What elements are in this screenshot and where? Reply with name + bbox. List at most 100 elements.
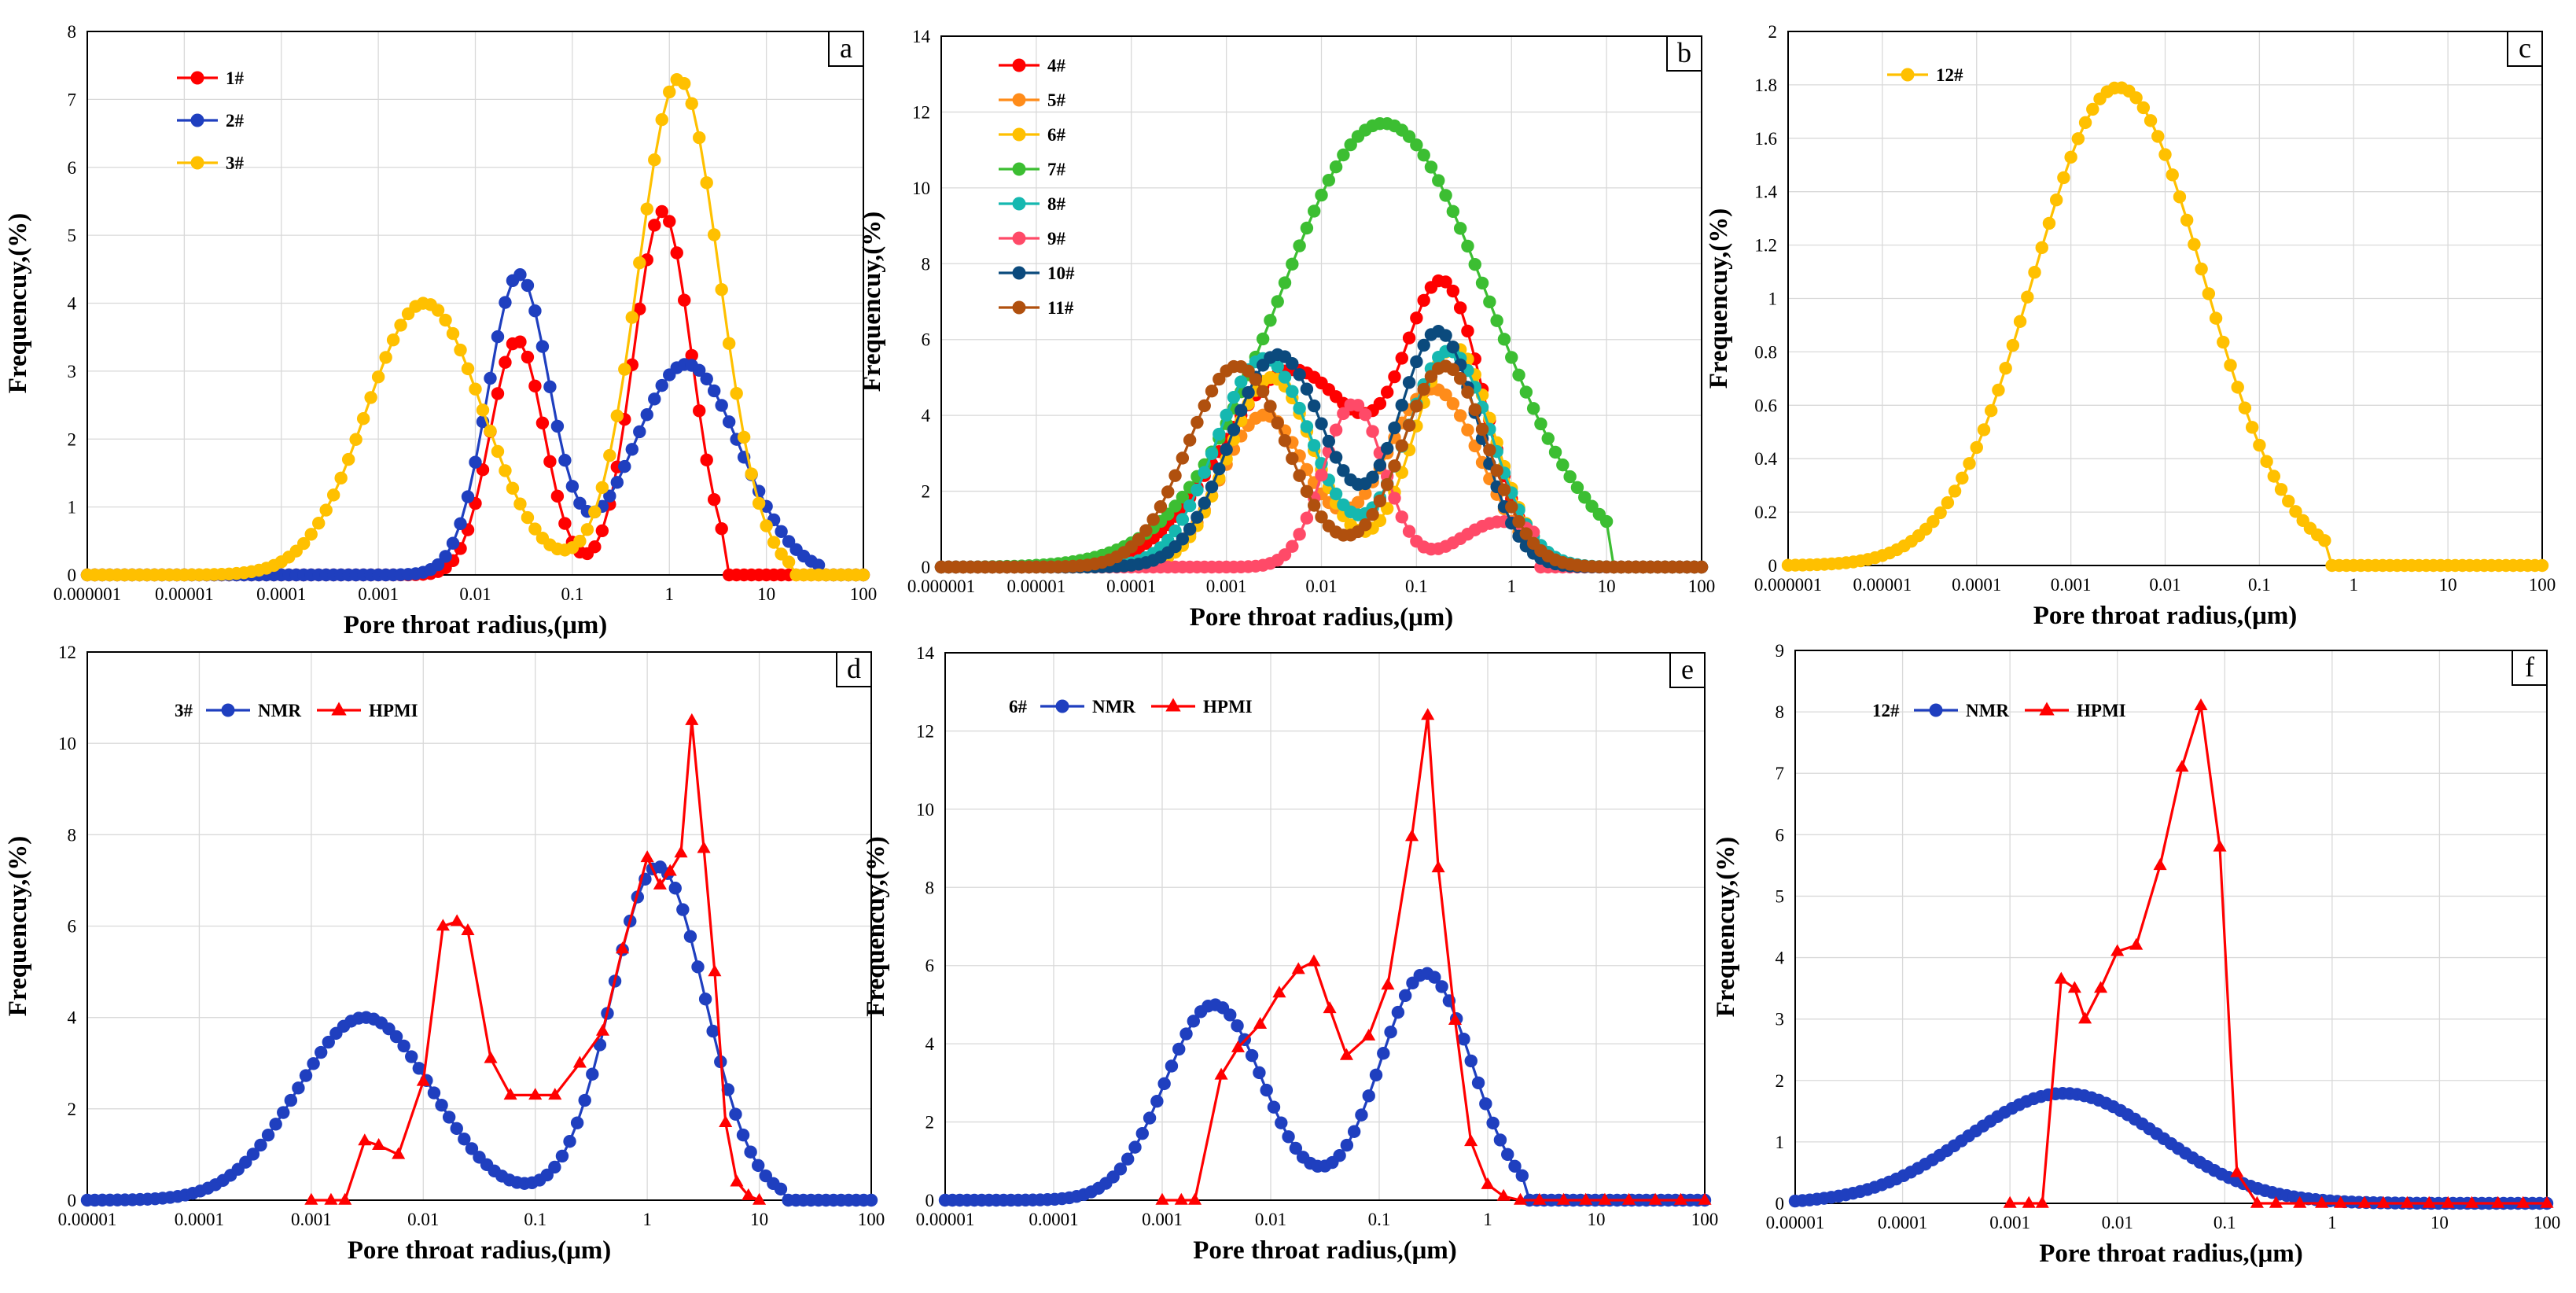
x-tick-label: 0.01 bbox=[407, 1210, 439, 1229]
series-12# bbox=[1781, 81, 2549, 573]
data-point bbox=[1231, 1040, 1246, 1052]
x-axis-title: Pore throat radius,(μm) bbox=[348, 1236, 612, 1265]
data-point bbox=[1373, 396, 1387, 411]
data-point bbox=[1395, 510, 1408, 524]
data-point bbox=[2400, 1195, 2414, 1208]
data-point bbox=[633, 302, 646, 316]
x-tick-label: 100 bbox=[858, 1210, 885, 1229]
data-point bbox=[1934, 506, 1947, 520]
series-3# bbox=[80, 72, 870, 582]
data-point bbox=[1384, 1025, 1397, 1039]
data-point bbox=[2293, 1195, 2307, 1208]
data-point bbox=[752, 496, 766, 510]
chart-panel-f: 0.00001 0.0001 0.001 0.01 0.1 1 10 100 0 1 2 3 4 5 6 7 8… bbox=[1712, 641, 2560, 1268]
data-point bbox=[722, 337, 736, 350]
x-tick-label: 100 bbox=[1691, 1210, 1719, 1229]
y-tick-label: 14 bbox=[916, 643, 935, 663]
data-point bbox=[722, 415, 736, 429]
data-point bbox=[2086, 102, 2099, 116]
data-point bbox=[707, 384, 721, 398]
data-point bbox=[1453, 409, 1467, 422]
data-point bbox=[491, 387, 505, 400]
legend-marker bbox=[1012, 127, 1026, 142]
data-point bbox=[1481, 1177, 1495, 1189]
data-point bbox=[1190, 483, 1204, 497]
data-point bbox=[580, 523, 594, 536]
data-point bbox=[1373, 494, 1387, 508]
data-point bbox=[1359, 408, 1372, 422]
data-point bbox=[729, 1107, 742, 1121]
data-point bbox=[2213, 839, 2227, 852]
x-tick-label: 0.0001 bbox=[1106, 577, 1156, 596]
data-point bbox=[1351, 399, 1365, 412]
x-tick-label: 0.00001 bbox=[1007, 577, 1066, 596]
data-point bbox=[2209, 311, 2223, 325]
data-point bbox=[1468, 258, 1481, 271]
data-point bbox=[2021, 290, 2034, 304]
data-point bbox=[1253, 1017, 1268, 1029]
legend-marker bbox=[1012, 197, 1026, 211]
data-point bbox=[2064, 150, 2077, 164]
data-point bbox=[1457, 1033, 1470, 1046]
data-point bbox=[730, 386, 743, 400]
data-point bbox=[1505, 500, 1518, 514]
data-point bbox=[1308, 399, 1321, 413]
data-point bbox=[625, 443, 638, 456]
y-tick-label: 8 bbox=[922, 254, 931, 274]
data-point bbox=[737, 430, 751, 444]
plot-frame bbox=[86, 651, 872, 1201]
data-point bbox=[603, 489, 616, 503]
data-point bbox=[461, 490, 475, 503]
data-point bbox=[1548, 445, 1562, 459]
y-tick-label: 5 bbox=[1776, 886, 1785, 906]
data-point bbox=[603, 448, 616, 462]
data-point bbox=[1526, 402, 1540, 415]
data-point bbox=[528, 1088, 543, 1100]
data-point bbox=[543, 380, 557, 394]
data-point bbox=[2175, 760, 2189, 772]
data-point bbox=[397, 1039, 410, 1053]
data-point bbox=[1578, 491, 1592, 504]
data-point bbox=[570, 1116, 584, 1129]
data-point bbox=[2282, 495, 2295, 508]
data-point bbox=[239, 1155, 252, 1169]
data-point bbox=[254, 1138, 267, 1152]
data-point bbox=[1198, 399, 1211, 413]
plot-frame bbox=[1794, 650, 2548, 1204]
chart-panel-d: 0.00001 0.0001 0.001 0.01 0.1 1 10 100 0 2 4 6 8 10 12… bbox=[4, 643, 885, 1265]
data-point bbox=[1168, 499, 1182, 513]
data-point bbox=[1286, 451, 1299, 466]
data-point bbox=[2151, 130, 2165, 143]
data-point bbox=[1143, 1111, 1157, 1125]
data-point bbox=[1329, 423, 1343, 437]
legend-label: 1# bbox=[226, 68, 245, 88]
x-tick-label: 0.01 bbox=[1255, 1210, 1286, 1229]
data-point bbox=[1300, 420, 1314, 433]
y-tick-label: 2 bbox=[68, 429, 77, 449]
data-point bbox=[1417, 293, 1430, 308]
data-point bbox=[1395, 439, 1408, 452]
data-point bbox=[573, 534, 587, 548]
data-point bbox=[1698, 1192, 1712, 1205]
y-tick-label: 10 bbox=[58, 734, 76, 753]
data-point bbox=[469, 455, 482, 469]
data-point bbox=[2540, 1195, 2554, 1208]
x-tick-label: 100 bbox=[2534, 1213, 2561, 1232]
data-point bbox=[1271, 359, 1284, 374]
data-point bbox=[1220, 443, 1233, 456]
data-point bbox=[2003, 1195, 2017, 1208]
data-point bbox=[1176, 490, 1190, 504]
data-point bbox=[484, 1051, 498, 1063]
data-point bbox=[640, 202, 653, 216]
data-point bbox=[1249, 373, 1263, 386]
y-tick-label: 14 bbox=[912, 27, 931, 46]
y-tick-label: 2 bbox=[68, 1100, 77, 1119]
y-tick-label: 6 bbox=[922, 330, 931, 350]
legend-marker bbox=[190, 156, 204, 170]
data-point bbox=[1300, 382, 1314, 396]
data-point bbox=[1556, 1192, 1571, 1205]
data-point bbox=[1205, 384, 1219, 398]
data-point bbox=[1355, 1108, 1368, 1122]
data-point bbox=[1475, 276, 1489, 290]
data-point bbox=[506, 481, 520, 495]
